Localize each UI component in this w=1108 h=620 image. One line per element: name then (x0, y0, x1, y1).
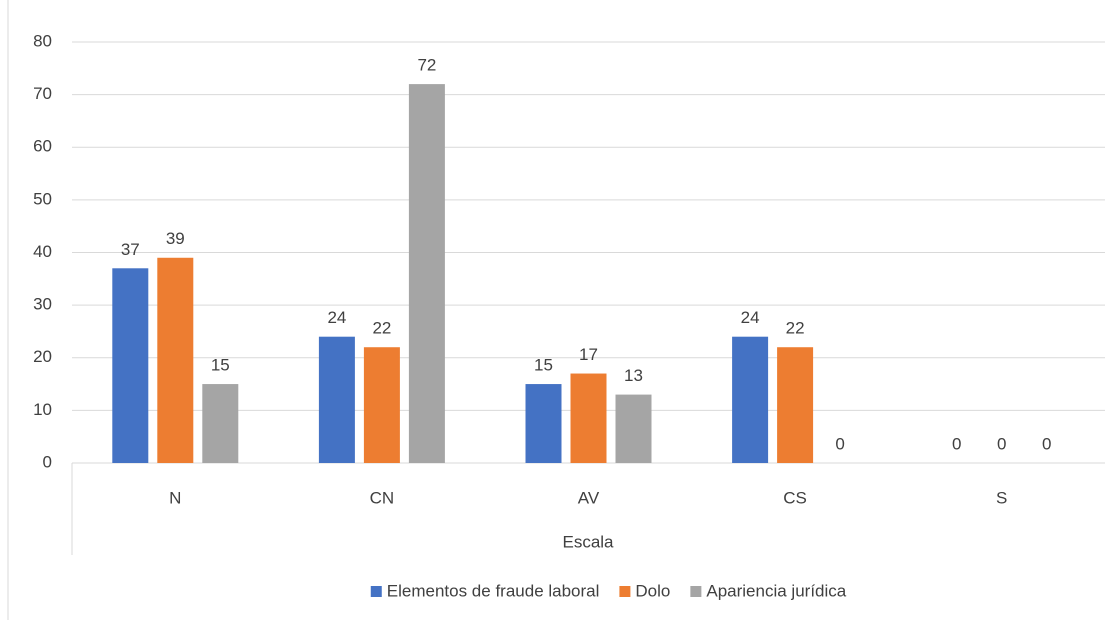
y-tick-label: 20 (33, 347, 52, 366)
y-tick-label: 30 (33, 295, 52, 314)
x-axis-title: Escala (562, 532, 614, 551)
data-label: 72 (417, 56, 436, 75)
legend-swatch (690, 586, 702, 597)
legend-label: Apariencia jurídica (706, 581, 846, 600)
data-label: 17 (579, 345, 598, 364)
x-tick-label: S (996, 488, 1007, 507)
bar (408, 84, 445, 463)
data-label: 15 (211, 356, 230, 375)
data-label: 0 (952, 434, 961, 453)
data-label: 0 (835, 434, 844, 453)
data-label: 22 (372, 319, 391, 338)
x-tick-label: CN (370, 488, 395, 507)
bar (525, 384, 562, 463)
x-tick-label: CS (783, 488, 807, 507)
y-tick-label: 60 (33, 137, 52, 156)
y-tick-label: 70 (33, 84, 52, 103)
data-label: 0 (997, 434, 1006, 453)
bar (570, 373, 607, 463)
data-label: 15 (534, 356, 553, 375)
bar (318, 336, 355, 463)
bar (732, 336, 769, 463)
data-label: 0 (1042, 434, 1051, 453)
y-tick-label: 80 (33, 31, 52, 50)
bar (615, 394, 652, 463)
data-label: 24 (741, 308, 760, 327)
bar (112, 268, 149, 463)
legend-label: Elementos de fraude laboral (387, 581, 600, 600)
legend-label: Dolo (635, 581, 670, 600)
bar (157, 257, 194, 463)
x-tick-label: N (169, 488, 181, 507)
bar (777, 347, 814, 463)
y-tick-label: 0 (43, 452, 52, 471)
x-tick-label: AV (578, 488, 600, 507)
y-tick-label: 40 (33, 242, 52, 261)
y-tick-label: 10 (33, 400, 52, 419)
data-label: 13 (624, 366, 643, 385)
data-label: 22 (786, 319, 805, 338)
legend-swatch (370, 586, 382, 597)
data-label: 37 (121, 240, 140, 259)
bar (202, 384, 239, 463)
y-tick-label: 50 (33, 189, 52, 208)
bar (363, 347, 400, 463)
legend-swatch (619, 586, 631, 597)
data-label: 24 (327, 308, 346, 327)
data-label: 39 (166, 229, 185, 248)
